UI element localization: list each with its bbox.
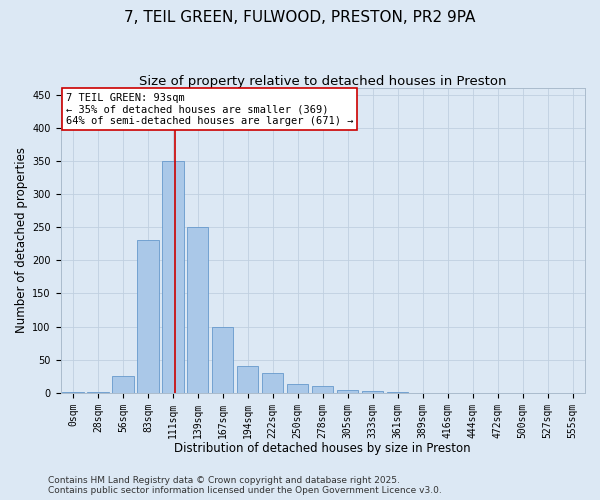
- Bar: [262, 373, 283, 393]
- Bar: [237, 366, 259, 393]
- Bar: [162, 161, 184, 393]
- Bar: [137, 240, 158, 393]
- Text: 7, TEIL GREEN, FULWOOD, PRESTON, PR2 9PA: 7, TEIL GREEN, FULWOOD, PRESTON, PR2 9PA: [124, 10, 476, 25]
- Bar: [62, 392, 83, 393]
- Title: Size of property relative to detached houses in Preston: Size of property relative to detached ho…: [139, 75, 506, 88]
- Text: 7 TEIL GREEN: 93sqm
← 35% of detached houses are smaller (369)
64% of semi-detac: 7 TEIL GREEN: 93sqm ← 35% of detached ho…: [66, 92, 353, 126]
- Y-axis label: Number of detached properties: Number of detached properties: [15, 148, 28, 334]
- Bar: [88, 392, 109, 393]
- Bar: [187, 227, 208, 393]
- Bar: [387, 392, 408, 393]
- Bar: [287, 384, 308, 393]
- X-axis label: Distribution of detached houses by size in Preston: Distribution of detached houses by size …: [175, 442, 471, 455]
- Bar: [312, 386, 334, 393]
- Text: Contains HM Land Registry data © Crown copyright and database right 2025.
Contai: Contains HM Land Registry data © Crown c…: [48, 476, 442, 495]
- Bar: [362, 391, 383, 393]
- Bar: [212, 326, 233, 393]
- Bar: [337, 390, 358, 393]
- Bar: [112, 376, 134, 393]
